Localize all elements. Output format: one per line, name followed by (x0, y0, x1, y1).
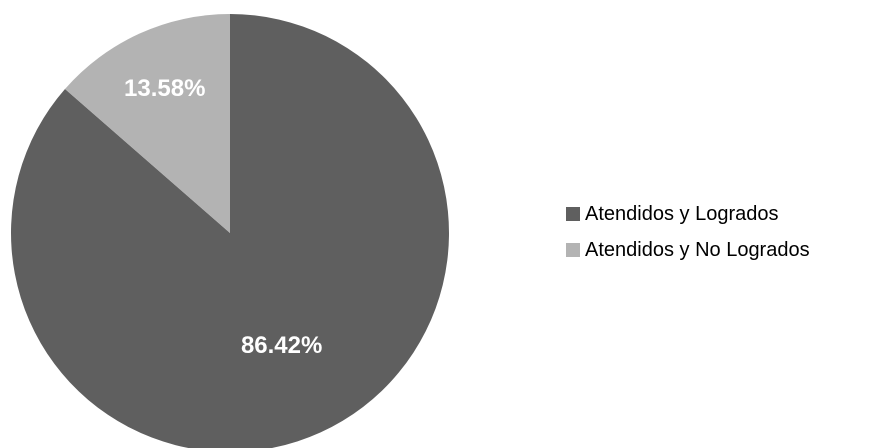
legend: Atendidos y Logrados Atendidos y No Logr… (566, 196, 888, 268)
legend-item-atendidos-y-logrados: Atendidos y Logrados (566, 196, 888, 232)
pie-slice-atendidos-y-logrados (11, 14, 449, 448)
legend-label: Atendidos y Logrados (585, 202, 779, 225)
pie-data-label: 13.58% (124, 75, 205, 102)
legend-item-atendidos-y-no-logrados: Atendidos y No Logrados (566, 232, 888, 268)
legend-swatch (566, 243, 580, 257)
pie-data-label: 86.42% (241, 332, 322, 359)
pie-slice-atendidos-y-no-logrados (64, 14, 230, 233)
legend-swatch (566, 207, 580, 221)
legend-label: Atendidos y No Logrados (585, 238, 810, 261)
